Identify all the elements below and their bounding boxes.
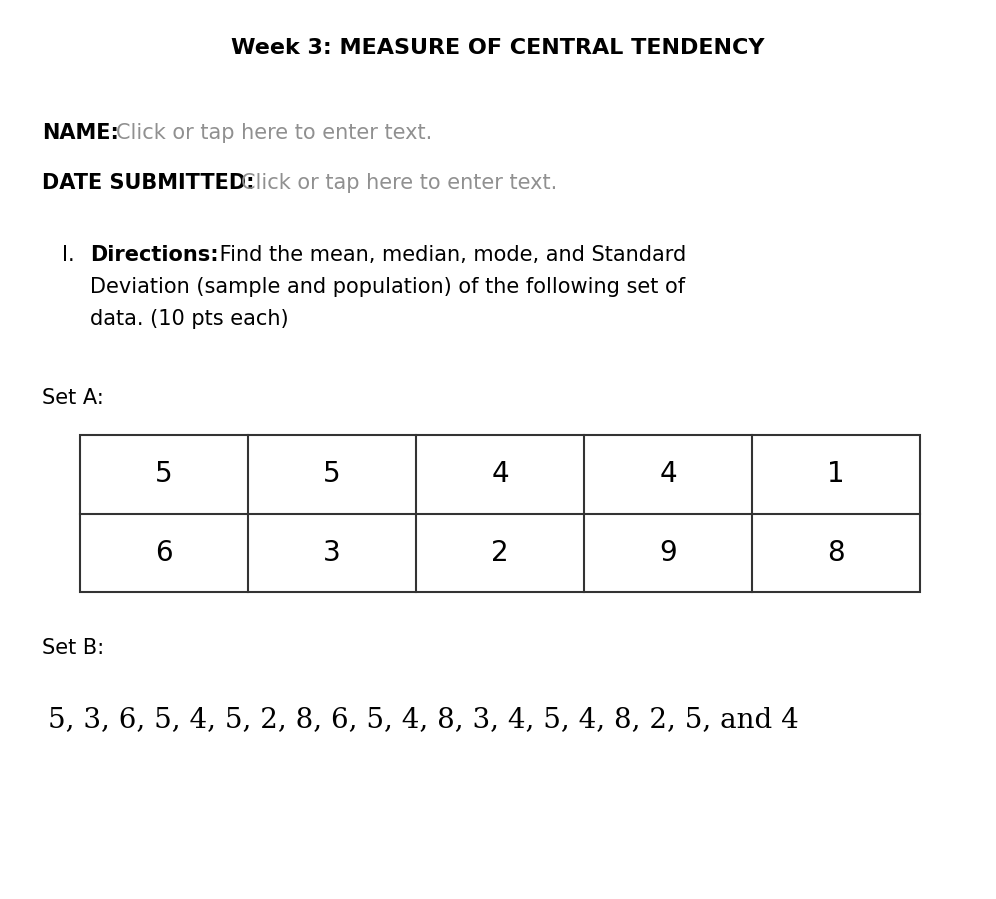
- Text: 5, 3, 6, 5, 4, 5, 2, 8, 6, 5, 4, 8, 3, 4, 5, 4, 8, 2, 5, and 4: 5, 3, 6, 5, 4, 5, 2, 8, 6, 5, 4, 8, 3, 4…: [48, 707, 799, 734]
- Text: 9: 9: [659, 539, 677, 566]
- Text: 6: 6: [155, 539, 173, 566]
- Text: DATE SUBMITTED:: DATE SUBMITTED:: [42, 173, 255, 193]
- Text: Directions:: Directions:: [90, 245, 219, 265]
- Text: 4: 4: [491, 460, 509, 488]
- Text: I.: I.: [62, 245, 75, 265]
- Text: Click or tap here to enter text.: Click or tap here to enter text.: [116, 123, 432, 143]
- Text: 5: 5: [155, 460, 173, 488]
- Text: Click or tap here to enter text.: Click or tap here to enter text.: [241, 173, 557, 193]
- Text: 1: 1: [828, 460, 845, 488]
- Text: Week 3: MEASURE OF CENTRAL TENDENCY: Week 3: MEASURE OF CENTRAL TENDENCY: [231, 38, 765, 58]
- Text: 2: 2: [491, 539, 509, 566]
- Text: 5: 5: [323, 460, 341, 488]
- Text: Set A:: Set A:: [42, 388, 104, 408]
- Text: Deviation (sample and population) of the following set of: Deviation (sample and population) of the…: [90, 277, 685, 297]
- Text: 8: 8: [828, 539, 845, 566]
- Text: Find the mean, median, mode, and Standard: Find the mean, median, mode, and Standar…: [213, 245, 686, 265]
- Text: NAME:: NAME:: [42, 123, 119, 143]
- Bar: [80, 435, 920, 592]
- Text: 3: 3: [323, 539, 341, 566]
- Text: 4: 4: [659, 460, 677, 488]
- Text: Set B:: Set B:: [42, 638, 105, 658]
- Text: data. (10 pts each): data. (10 pts each): [90, 309, 289, 329]
